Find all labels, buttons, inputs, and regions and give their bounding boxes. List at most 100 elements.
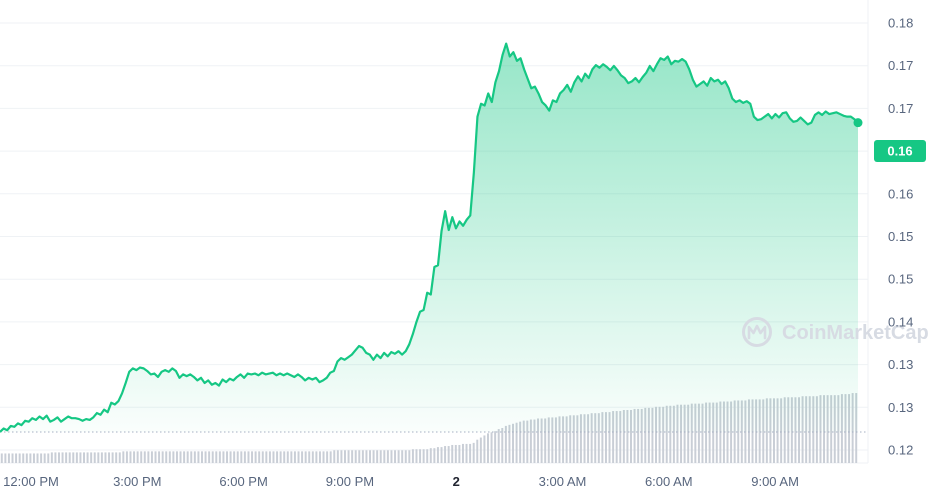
volume-bar bbox=[0, 453, 3, 463]
volume-bar bbox=[515, 422, 518, 463]
volume-bar bbox=[379, 450, 382, 463]
volume-bar bbox=[433, 448, 436, 463]
volume-bar bbox=[554, 417, 557, 463]
volume-bar bbox=[29, 453, 32, 463]
volume-bar bbox=[369, 450, 371, 463]
volume-bar bbox=[494, 431, 497, 463]
y-tick-label: 0.18 bbox=[888, 16, 913, 31]
volume-bar bbox=[572, 415, 575, 463]
volume-bar bbox=[243, 451, 246, 463]
volume-bar bbox=[133, 451, 136, 463]
volume-bar bbox=[497, 429, 500, 463]
volume-bar bbox=[712, 402, 715, 463]
volume-bar bbox=[383, 450, 386, 463]
y-tick-label: 0.16 bbox=[888, 186, 913, 201]
volume-bar bbox=[565, 416, 568, 463]
y-tick-label: 0.13 bbox=[888, 400, 913, 415]
volume-bar bbox=[461, 443, 464, 463]
volume-bar bbox=[608, 412, 611, 463]
x-tick-label: 12:00 PM bbox=[3, 474, 59, 489]
volume-bar bbox=[490, 432, 493, 463]
y-tick-label: 0.15 bbox=[888, 272, 913, 287]
volume-bar bbox=[75, 452, 78, 463]
volume-bar bbox=[526, 420, 529, 463]
x-axis-ticks: 12:00 PM 3:00 PM 6:00 PM 9:00 PM 2 3:00 AM 6:0… bbox=[3, 474, 799, 489]
volume-bar bbox=[397, 450, 400, 463]
volume-bar bbox=[662, 406, 665, 463]
volume-bar bbox=[386, 450, 389, 463]
volume-bar bbox=[226, 451, 228, 463]
current-price-marker[interactable] bbox=[853, 118, 863, 128]
volume-bar bbox=[18, 453, 21, 463]
volume-bar bbox=[172, 451, 175, 463]
watermark-text: CoinMarketCap bbox=[782, 322, 928, 344]
volume-bar bbox=[93, 452, 96, 463]
price-series-line[interactable] bbox=[0, 42, 859, 433]
volume-bar bbox=[197, 451, 200, 463]
volume-bar bbox=[265, 451, 268, 463]
volume-bar bbox=[626, 410, 629, 463]
volume-bar bbox=[344, 450, 346, 463]
x-tick-label: 3:00 PM bbox=[113, 474, 161, 489]
volume-bar bbox=[640, 408, 643, 463]
volume-bar bbox=[522, 420, 525, 463]
volume-bar bbox=[329, 451, 332, 463]
volume-bar bbox=[208, 451, 211, 463]
volume-bar bbox=[401, 450, 404, 463]
volume-bar bbox=[83, 452, 85, 463]
coinmarketcap-logo-icon bbox=[742, 317, 772, 347]
volume-bar bbox=[311, 451, 314, 463]
volume-bar bbox=[322, 451, 325, 463]
volume-bar bbox=[233, 451, 236, 463]
volume-bar bbox=[90, 452, 93, 463]
volume-bar bbox=[612, 411, 615, 463]
volume-bar bbox=[268, 451, 271, 463]
volume-bar bbox=[479, 437, 482, 463]
volume-bar bbox=[279, 451, 282, 463]
volume-bar bbox=[637, 408, 640, 463]
volume-bar bbox=[604, 412, 607, 463]
volume-bar bbox=[429, 448, 432, 463]
volume-bar bbox=[11, 453, 14, 463]
volume-bar bbox=[447, 446, 450, 463]
volume-bar bbox=[540, 418, 543, 463]
volume-bar bbox=[444, 446, 447, 463]
volume-bar bbox=[236, 451, 239, 463]
volume-bar bbox=[669, 405, 672, 463]
volume-bar bbox=[115, 452, 118, 463]
volume-bar bbox=[451, 444, 454, 463]
volume-bar bbox=[72, 452, 75, 463]
volume-bar bbox=[183, 451, 186, 463]
volume-bar bbox=[258, 451, 261, 463]
volume-bar bbox=[529, 419, 532, 463]
volume-bar bbox=[597, 413, 600, 463]
volume-bar bbox=[501, 428, 504, 463]
volume-bar bbox=[351, 450, 354, 463]
volume-bar bbox=[376, 450, 379, 463]
volume-bar bbox=[140, 451, 143, 463]
volume-bar bbox=[680, 404, 683, 463]
y-tick-label: 0.13 bbox=[888, 357, 913, 372]
volume-bar bbox=[512, 423, 514, 463]
volume-bar bbox=[229, 451, 232, 463]
volume-bar bbox=[361, 450, 364, 463]
volume-bar bbox=[175, 451, 178, 463]
volume-bar bbox=[655, 406, 657, 463]
volume-bar bbox=[665, 405, 668, 463]
volume-bar bbox=[576, 415, 579, 463]
price-line-layer[interactable] bbox=[0, 42, 859, 433]
volume-bar bbox=[365, 450, 368, 463]
volume-bar bbox=[215, 451, 218, 463]
volume-bar bbox=[125, 451, 128, 463]
volume-bar bbox=[190, 451, 193, 463]
volume-bar bbox=[647, 407, 650, 463]
volume-bar bbox=[390, 450, 393, 463]
volume-bar bbox=[168, 451, 171, 463]
y-tick-label: 0.15 bbox=[888, 229, 913, 244]
volume-bar bbox=[308, 451, 311, 463]
volume-bar bbox=[158, 451, 161, 463]
volume-bar bbox=[583, 414, 586, 463]
volume-bar bbox=[551, 417, 554, 463]
